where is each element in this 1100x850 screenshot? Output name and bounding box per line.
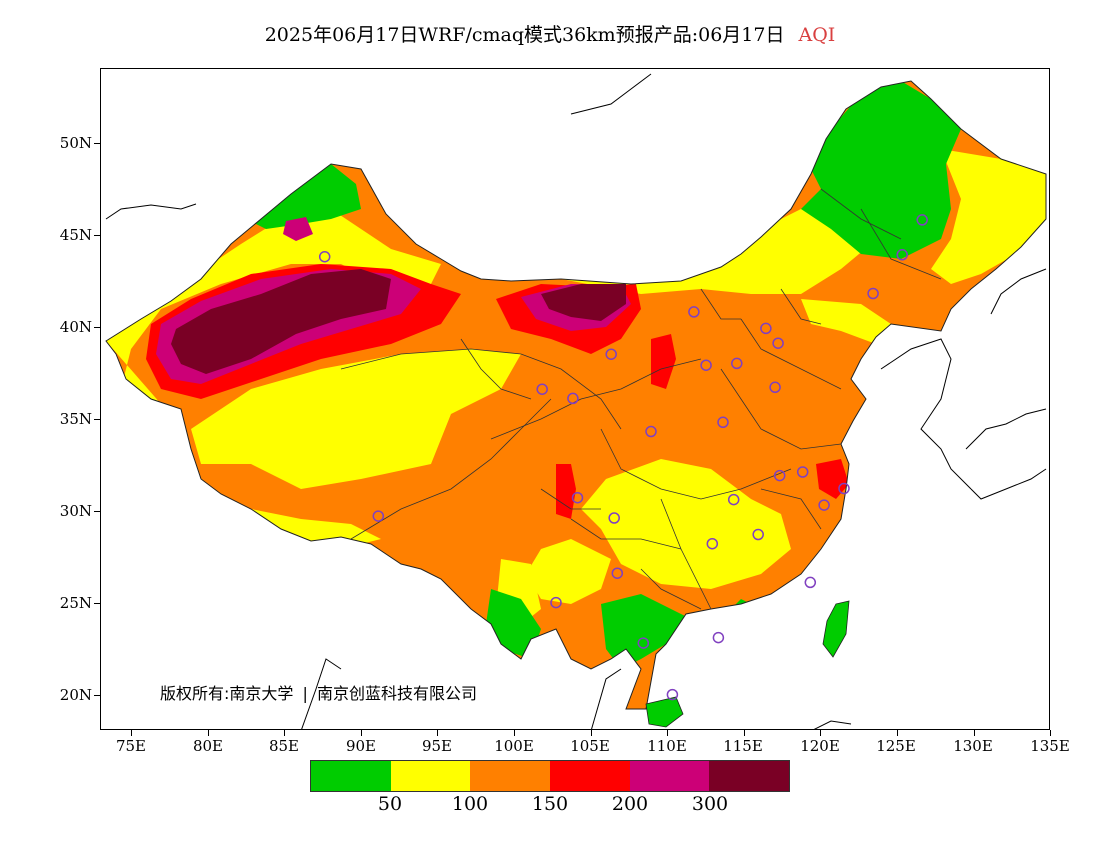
lat-label-25n: 25N — [59, 594, 92, 612]
station-marker — [752, 528, 764, 541]
lat-label-50n: 50N — [59, 134, 92, 152]
lon-tick — [284, 730, 285, 736]
legend-label-150: 150 — [531, 793, 569, 815]
station-marker — [731, 357, 743, 370]
station-marker — [567, 392, 579, 405]
lon-label-115e: 115E — [723, 737, 763, 755]
lon-label-120e: 120E — [800, 737, 840, 755]
legend-label-200: 200 — [611, 793, 649, 815]
copyright-notice: 版权所有:南京大学 | 南京创蓝科技有限公司 — [160, 680, 477, 704]
station-marker — [688, 306, 700, 318]
station-marker — [773, 469, 786, 482]
lat-tick — [94, 327, 100, 328]
title-variable: AQI — [798, 24, 836, 46]
lon-label-85e: 85E — [268, 737, 300, 755]
lon-label-105e: 105E — [570, 737, 610, 755]
station-marker — [804, 576, 817, 589]
hainan-island — [645, 696, 684, 728]
station-marker — [838, 482, 850, 495]
station-marker — [637, 637, 650, 649]
station-marker — [818, 499, 830, 511]
lat-tick — [94, 603, 100, 604]
lat-label-30n: 30N — [59, 502, 92, 520]
station-marker — [769, 381, 781, 394]
station-marker — [706, 537, 719, 550]
lat-label-45n: 45N — [59, 226, 92, 244]
map-frame — [100, 68, 1050, 730]
lat-tick — [94, 511, 100, 512]
station-marker — [760, 322, 772, 335]
legend-swatch-2 — [390, 761, 471, 791]
province-boundaries — [340, 188, 942, 610]
legend-swatch-3 — [470, 761, 551, 791]
lon-tick — [591, 730, 592, 736]
lat-tick — [94, 419, 100, 420]
china-outline — [105, 80, 1047, 710]
lat-tick — [94, 143, 100, 144]
legend-label-50: 50 — [377, 793, 403, 815]
station-marker — [666, 688, 679, 701]
lon-tick — [361, 730, 362, 736]
lat-label-35n: 35N — [59, 410, 92, 428]
station-marker — [700, 359, 712, 371]
lon-label-125e: 125E — [876, 737, 916, 755]
station-marker — [571, 491, 584, 504]
station-marker — [536, 383, 548, 395]
station-marker — [727, 493, 740, 506]
lon-tick — [208, 730, 209, 736]
station-marker — [318, 250, 331, 263]
city-stations — [318, 214, 928, 701]
lon-tick — [820, 730, 821, 736]
station-marker — [916, 214, 928, 226]
aqi-fill-layer — [106, 81, 1046, 709]
neighbor-coastlines — [105, 73, 1047, 729]
legend-label-300: 300 — [691, 793, 729, 815]
lon-tick — [974, 730, 975, 736]
station-marker — [372, 510, 385, 522]
legend-label-100: 100 — [451, 793, 489, 815]
station-marker — [611, 567, 624, 579]
legend-swatch-4 — [550, 761, 630, 791]
lon-label-130e: 130E — [953, 737, 993, 755]
station-marker — [796, 466, 809, 478]
lon-tick — [1050, 730, 1051, 736]
station-marker — [712, 631, 725, 644]
station-marker — [867, 287, 879, 300]
lon-tick — [667, 730, 668, 736]
lon-tick — [744, 730, 745, 736]
station-marker — [605, 348, 617, 360]
taiwan-island — [822, 600, 850, 658]
copyright-text: 版权所有:南京大学 — [160, 684, 294, 703]
lon-label-100e: 100E — [494, 737, 534, 755]
legend-swatch-6 — [709, 761, 790, 791]
station-marker — [896, 249, 908, 261]
lon-tick — [514, 730, 515, 736]
lon-label-135e: 135E — [1030, 737, 1070, 755]
lat-label-40n: 40N — [59, 318, 92, 336]
station-marker — [772, 337, 784, 349]
station-marker — [608, 512, 620, 524]
legend-swatch-1 — [311, 761, 391, 791]
lon-label-95e: 95E — [421, 737, 453, 755]
lon-tick — [437, 730, 438, 736]
lat-tick — [94, 235, 100, 236]
lon-label-75e: 75E — [115, 737, 147, 755]
lat-label-20n: 20N — [59, 686, 92, 704]
aqi-map — [105, 73, 1047, 729]
station-marker — [717, 416, 729, 429]
lon-label-90e: 90E — [345, 737, 377, 755]
copyright-company: 南京创蓝科技有限公司 — [316, 684, 477, 703]
lat-tick — [94, 695, 100, 696]
map-title: 2025年06月17日WRF/cmaq模式36km预报产品:06月17日 AQI — [0, 20, 1100, 47]
lon-label-80e: 80E — [192, 737, 224, 755]
lon-tick — [897, 730, 898, 736]
station-marker — [550, 596, 562, 609]
color-legend — [310, 760, 790, 792]
station-marker — [645, 425, 657, 438]
title-text: 2025年06月17日WRF/cmaq模式36km预报产品:06月17日 — [264, 24, 785, 46]
lon-tick — [131, 730, 132, 736]
copyright-separator: | — [302, 684, 308, 703]
legend-swatch-5 — [629, 761, 710, 791]
lon-label-110e: 110E — [647, 737, 687, 755]
